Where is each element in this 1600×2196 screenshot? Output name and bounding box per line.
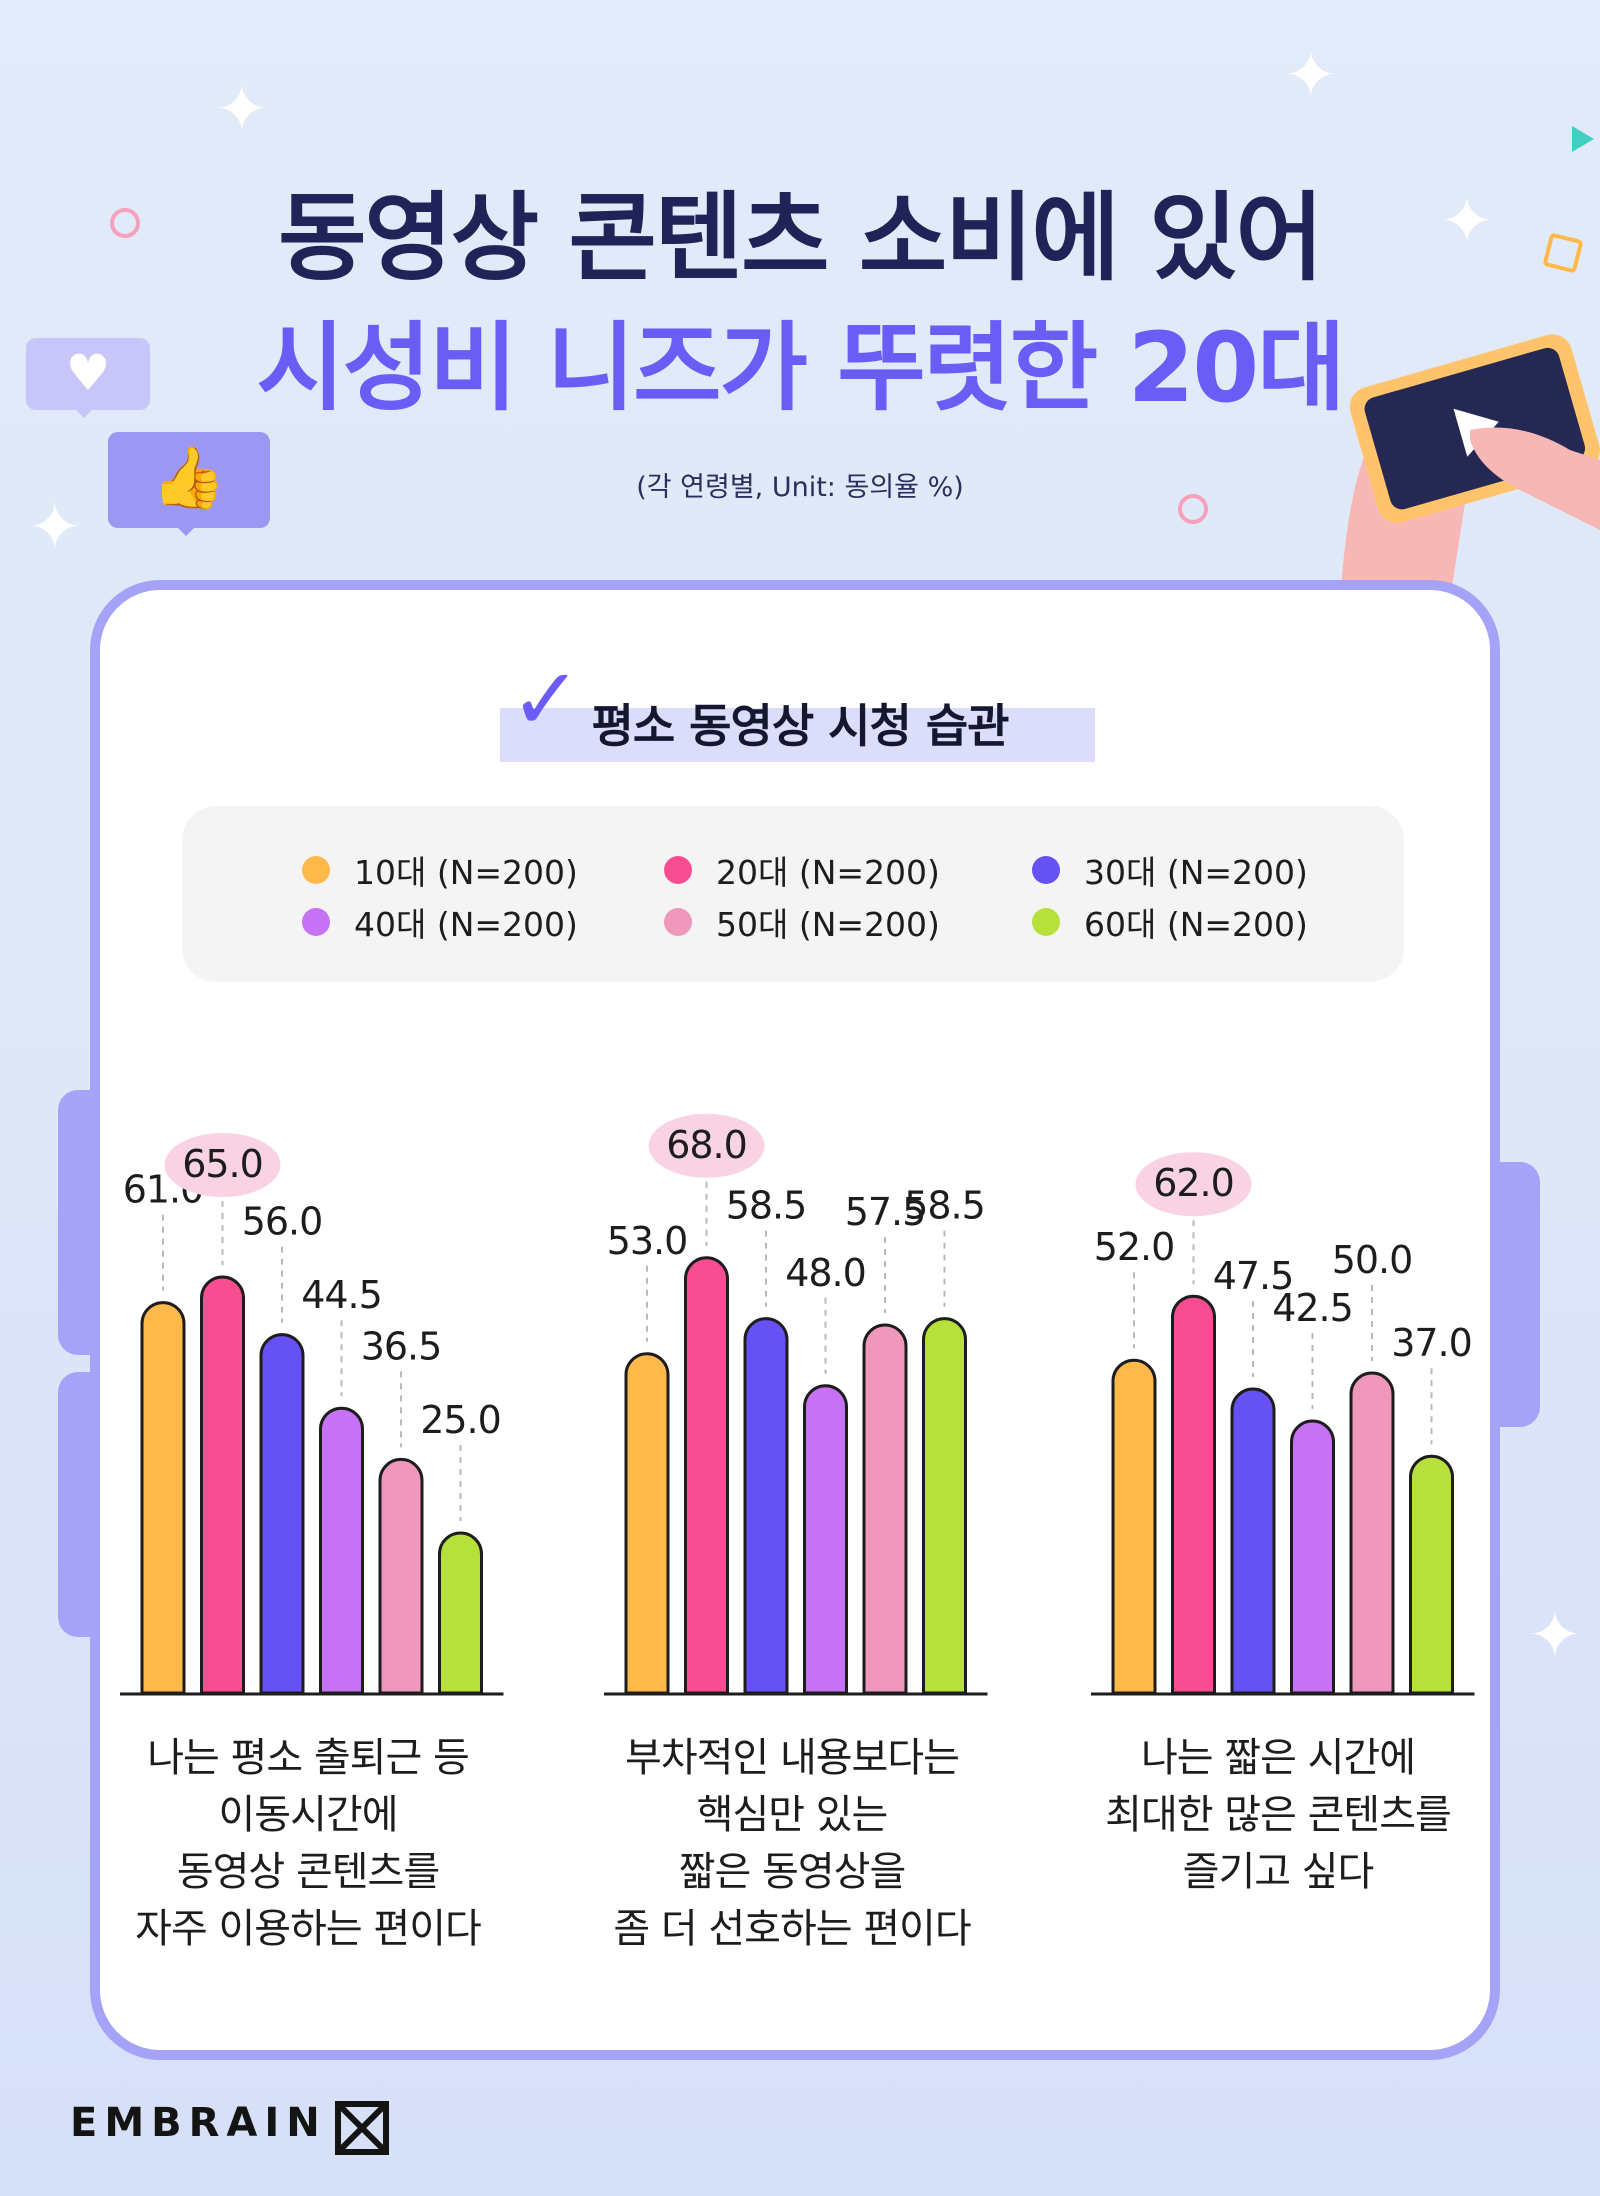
value-label: 58.5 [726,1184,807,1228]
value-label: 37.0 [1391,1321,1472,1365]
legend-item: 10대 (N=200) [302,846,578,894]
brand-logo: EMBRAIN [70,2100,327,2146]
highlight-badge [164,1133,281,1197]
triangle-decoration [1572,126,1594,152]
legend-item: 30대 (N=200) [1032,846,1308,894]
value-label: 56.0 [242,1200,323,1244]
subtitle: (각 연령별, Unit: 동의율 %) [636,472,964,503]
bar [259,1333,305,1695]
title-line-1: 동영상 콘텐츠 소비에 있어 [278,182,1324,294]
category-label: 부차적인 내용보다는 핵심만 있는 짧은 동영상을 좀 더 선호하는 편이다 [613,1735,971,1952]
ring-decoration [1178,494,1208,524]
sparkle-icon: ✦ [215,73,269,147]
thumbs-up-bubble: 👍 [108,432,270,536]
value-label: 62.0 [1153,1161,1234,1205]
bar [438,1531,483,1695]
legend: 10대 (N=200) 20대 (N=200) 30대 (N=200) 40대 … [182,806,1404,982]
thumbs-up-icon: 👍 [151,443,227,513]
value-label: 65.0 [182,1142,263,1186]
sparkle-icon: ✦ [1440,185,1494,259]
value-label: 50.0 [1332,1238,1413,1282]
category-label: 나는 짧은 시간에 최대한 많은 콘텐츠를 즐기고 싶다 [1105,1735,1452,1895]
bar [803,1384,848,1695]
sparkle-icon: ✦ [28,491,82,565]
value-label: 57.5 [845,1190,926,1234]
tablet-play-icon [1340,334,1600,600]
section-title: 평소 동영상 시청 습관 [591,699,1010,753]
value-label: 53.0 [607,1219,688,1263]
value-label: 36.5 [361,1324,442,1368]
bar [1290,1419,1335,1695]
legend-label: 20대 (N=200) [716,853,940,892]
value-label: 48.0 [785,1251,866,1295]
category-label: 나는 평소 출퇴근 등 이동시간에 동영상 콘텐츠를 자주 이용하는 편이다 [135,1735,482,1952]
legend-item: 20대 (N=200) [664,846,940,894]
ring-decoration [110,208,140,238]
value-label: 44.5 [301,1273,382,1317]
bar [1230,1387,1276,1695]
title-line-2: 시성비 니즈가 뚜렷한 20대 [256,312,1345,424]
bar [319,1406,364,1695]
legend-swatch [664,908,692,936]
legend-swatch [302,856,330,884]
heart-bubble: ♥ [26,338,150,418]
legend-label: 60대 (N=200) [1084,905,1308,944]
heart-icon: ♥ [65,344,111,402]
legend-label: 50대 (N=200) [716,905,940,944]
bar [624,1352,670,1695]
sparkle-icon: ✦ [1284,39,1338,113]
check-icon: ✓ [510,650,583,750]
bar [862,1323,908,1695]
brand-mark-icon [335,2101,389,2155]
legend-item: 50대 (N=200) [664,898,940,946]
legend-swatch [1032,856,1060,884]
legend-item: 40대 (N=200) [302,898,578,946]
value-label: 42.5 [1272,1286,1353,1330]
section-title-highlight [500,708,1095,762]
value-label: 58.5 [904,1184,985,1228]
value-label: 25.0 [420,1398,501,1442]
legend-label: 10대 (N=200) [354,853,578,892]
bar [1349,1371,1395,1695]
legend-swatch [664,856,692,884]
legend-swatch [302,908,330,936]
legend-label: 40대 (N=200) [354,905,578,944]
value-label: 47.5 [1213,1254,1294,1298]
value-label: 68.0 [666,1123,747,1167]
bar [1111,1358,1157,1695]
legend-swatch [1032,908,1060,936]
sparkle-icon: ✦ [1528,1599,1582,1673]
bar [743,1317,789,1695]
legend-label: 30대 (N=200) [1084,853,1308,892]
highlight-badge [648,1113,765,1178]
bar [140,1301,186,1695]
bar [1409,1454,1454,1695]
bar [922,1317,967,1695]
legend-item: 60대 (N=200) [1032,898,1308,946]
bar [200,1275,245,1695]
bar [684,1256,729,1695]
bar [1171,1294,1216,1695]
highlight-badge [1135,1152,1252,1217]
bar [378,1457,424,1695]
value-label: 52.0 [1094,1225,1175,1269]
